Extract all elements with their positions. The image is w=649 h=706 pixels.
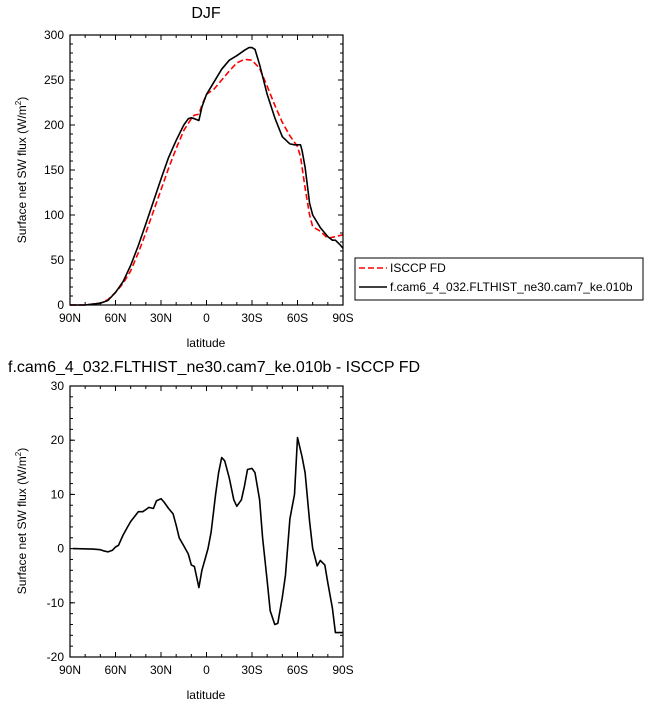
bottom-chart-y-tick-label: 30 [51, 379, 65, 393]
bottom-chart: f.cam6_4_032.FLTHIST_ne30.cam7_ke.010b -… [8, 359, 420, 702]
bottom-chart-x-tick-label: 90S [332, 663, 353, 677]
bottom-chart-y-tick-label: -20 [47, 650, 65, 664]
chart-legend: ISCCP FD f.cam6_4_032.FLTHIST_ne30.cam7_… [354, 257, 644, 301]
bottom-chart-series-line-0 [72, 436, 343, 634]
top-chart-y-tick-label: 300 [44, 28, 64, 42]
bottom-chart-y-tick-label: 10 [51, 487, 65, 501]
bottom-chart-x-tick-label: 90N [59, 663, 81, 677]
bottom-chart-x-tick-label: 60N [104, 663, 126, 677]
bottom-chart-y-tick-label: -10 [47, 596, 65, 610]
top-chart-x-tick-label: 60N [104, 311, 126, 325]
bottom-chart-title: f.cam6_4_032.FLTHIST_ne30.cam7_ke.010b -… [8, 359, 420, 376]
bottom-chart-x-tick-label: 0 [203, 663, 210, 677]
top-chart-x-tick-label: 90N [59, 311, 81, 325]
bottom-chart-y-tick-label: 0 [57, 542, 64, 556]
top-chart-x-tick-label: 60S [287, 311, 308, 325]
top-chart-title: DJF [191, 5, 221, 22]
top-chart: DJF 90N 60N 30N 0 30S 60S 90S 0 50 100 150 200 250 30… [14, 5, 354, 350]
top-chart-y-tick-label: 0 [57, 298, 64, 312]
top-chart-y-tick-label: 250 [44, 73, 64, 87]
legend-label-isccp-fd: ISCCP FD [390, 261, 446, 275]
top-chart-x-tick-label: 30S [241, 311, 262, 325]
bottom-chart-y-tick-label: 20 [51, 433, 65, 447]
top-chart-y-tick-label: 200 [44, 118, 64, 132]
top-chart-y-tick-label: 150 [44, 163, 64, 177]
bottom-chart-x-tick-label: 30N [150, 663, 172, 677]
bottom-chart-x-tick-label: 30S [241, 663, 262, 677]
top-chart-x-tick-label: 30N [150, 311, 172, 325]
bottom-chart-plot-frame [69, 385, 344, 658]
top-chart-series-line-0 [70, 58, 344, 306]
top-chart-x-axis-label: latitude [187, 336, 226, 350]
bottom-chart-y-axis-label: Surface net SW flux (W/m2) [14, 448, 29, 594]
top-chart-y-axis-label: Surface net SW flux (W/m2) [14, 97, 29, 243]
legend-box [354, 257, 644, 301]
top-chart-y-tick-label: 50 [51, 253, 65, 267]
top-chart-x-tick-label: 0 [203, 311, 210, 325]
bottom-chart-x-tick-label: 60S [287, 663, 308, 677]
top-chart-series-line-1 [70, 46, 344, 306]
top-chart-y-tick-label: 100 [44, 208, 64, 222]
legend-label-cam: f.cam6_4_032.FLTHIST_ne30.cam7_ke.010b [390, 280, 633, 294]
bottom-chart-x-axis-label: latitude [187, 688, 226, 702]
top-chart-x-tick-label: 90S [332, 311, 353, 325]
